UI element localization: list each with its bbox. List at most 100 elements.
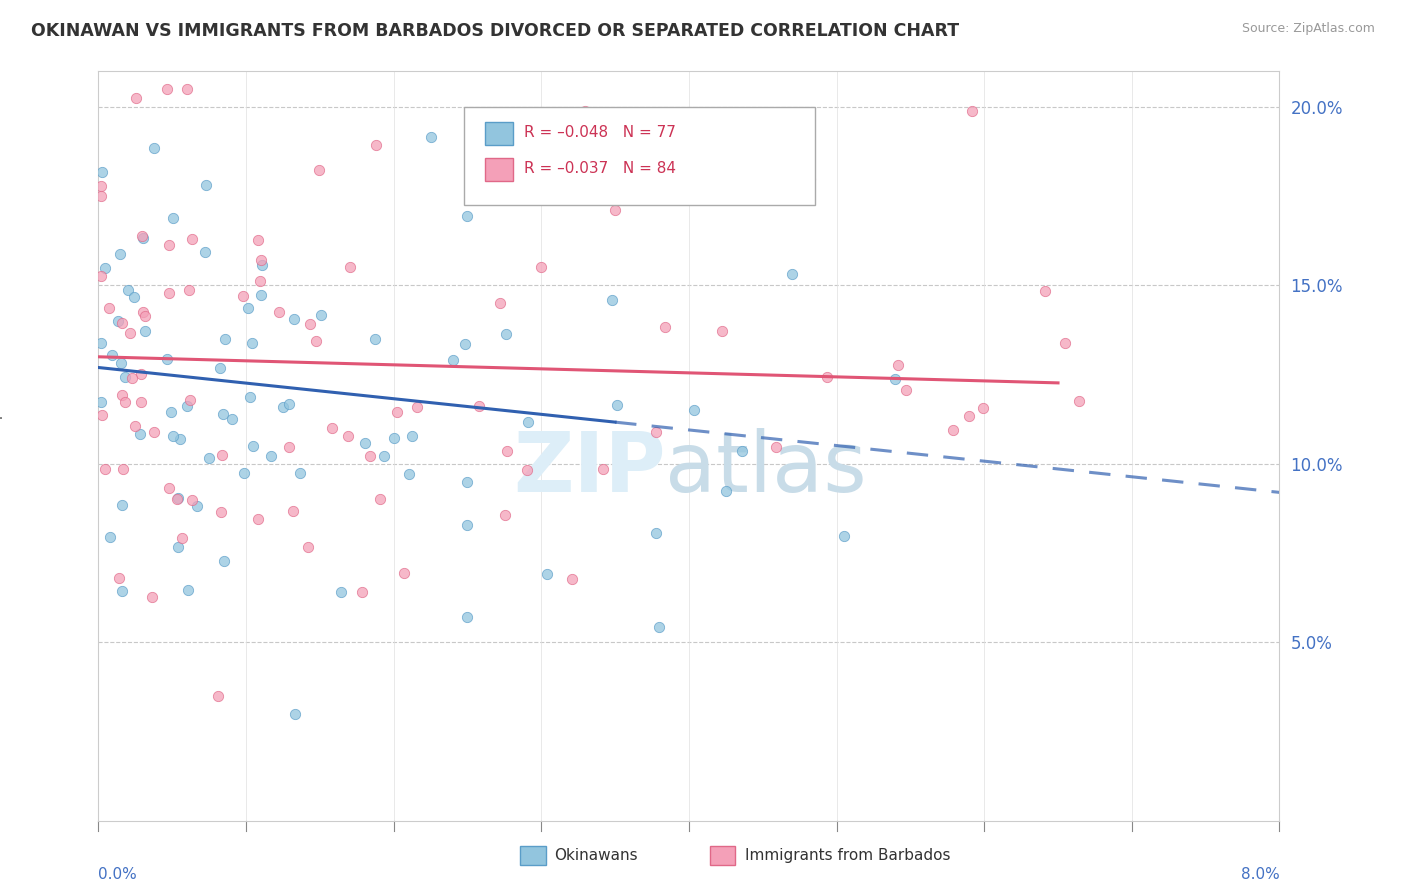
Point [111,461,134,475]
Point [606,398,628,412]
Point [602,293,624,307]
Point [942,423,965,437]
Point [124,418,146,433]
Point [352,585,374,599]
Point [212,554,235,568]
Point [353,435,375,450]
Point [111,316,134,330]
Text: ZIP: ZIP [513,428,665,509]
Point [780,267,803,281]
Point [134,324,156,338]
Point [111,583,134,598]
Point [214,332,236,346]
Point [100,348,122,362]
Point [132,230,155,244]
Point [246,512,269,526]
Point [208,361,231,376]
Point [141,590,163,604]
Text: 8.0%: 8.0% [1240,867,1279,882]
Point [271,400,294,414]
Point [441,352,464,367]
Point [93,260,115,275]
Point [129,426,152,441]
Point [387,405,409,419]
Point [305,334,328,348]
Point [457,610,479,624]
Point [683,403,706,417]
Point [419,130,441,145]
Point [330,584,353,599]
Point [496,444,519,458]
Point [603,202,626,217]
Point [311,308,333,322]
Point [250,258,273,272]
Text: 0.0%: 0.0% [98,867,138,882]
Point [799,172,821,186]
Point [644,526,666,541]
Point [194,244,217,259]
Point [107,314,129,328]
Point [143,141,166,155]
Point [561,572,583,586]
Point [299,317,322,331]
Text: Divorced or Separated: Divorced or Separated [0,359,3,533]
Point [647,620,669,634]
Point [111,388,134,402]
Point [90,178,112,193]
Point [1053,336,1076,351]
Point [122,290,145,304]
Point [815,369,838,384]
Point [530,260,553,274]
Point [179,393,201,408]
Point [233,466,256,480]
Point [277,397,299,411]
Point [364,137,387,152]
Point [129,367,152,381]
Point [972,401,994,415]
Point [212,407,235,421]
Point [176,399,198,413]
Point [169,432,191,446]
Point [180,492,202,507]
Point [267,305,290,319]
Point [644,425,666,439]
Point [406,400,429,414]
Point [114,370,136,384]
Point [121,371,143,385]
Text: R = –0.037   N = 84: R = –0.037 N = 84 [524,161,676,176]
Point [247,233,270,247]
Point [373,449,395,463]
Point [654,320,676,334]
Point [91,409,114,423]
Point [284,706,307,721]
Point [120,326,142,340]
Point [242,439,264,453]
Point [278,441,301,455]
Point [368,492,391,507]
Point [194,178,217,192]
Point [93,462,115,476]
Point [221,412,243,426]
Point [170,532,193,546]
Point [162,211,184,226]
Point [453,337,475,351]
Point [398,467,420,481]
Point [359,450,381,464]
Point [283,311,305,326]
Text: atlas: atlas [665,428,868,509]
Point [495,327,517,342]
Point [468,399,491,413]
Point [131,229,153,244]
Point [90,269,112,284]
Point [394,566,416,580]
Point [516,415,538,429]
Point [494,508,516,522]
Point [143,425,166,439]
Point [1033,284,1056,298]
Point [321,421,343,435]
Text: Source: ZipAtlas.com: Source: ZipAtlas.com [1241,22,1375,36]
Point [249,274,271,288]
Point [574,104,596,119]
Text: R = –0.048   N = 77: R = –0.048 N = 77 [524,126,676,140]
Point [239,391,262,405]
